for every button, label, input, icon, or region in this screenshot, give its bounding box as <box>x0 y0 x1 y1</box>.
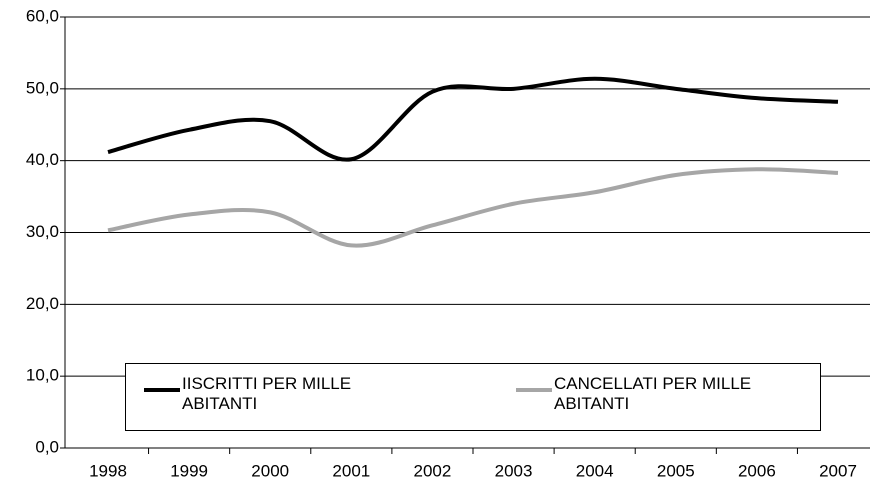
legend-swatch <box>144 388 180 392</box>
series-line <box>107 167 839 248</box>
x-tick-label: 2004 <box>576 461 614 480</box>
x-tick-label: 1999 <box>170 461 208 480</box>
series-line <box>107 76 839 162</box>
y-tick-label: 20,0 <box>26 294 59 313</box>
x-tick-label: 2002 <box>414 461 452 480</box>
x-tick-label: 2005 <box>657 461 695 480</box>
y-tick-label: 40,0 <box>26 150 59 169</box>
x-tick-label: 2007 <box>819 461 857 480</box>
legend-label: CANCELLATI PER MILLE ABITANTI <box>554 374 752 413</box>
x-tick-label: 2000 <box>251 461 289 480</box>
x-tick-label: 2006 <box>738 461 776 480</box>
y-tick-label: 60,0 <box>26 6 59 25</box>
y-tick-label: 10,0 <box>26 366 59 385</box>
x-tick-label: 2001 <box>332 461 370 480</box>
y-tick-label: 50,0 <box>26 78 59 97</box>
x-tick-label: 2003 <box>495 461 533 480</box>
legend-swatch <box>516 388 552 392</box>
y-tick-label: 30,0 <box>26 222 59 241</box>
legend-label: IISCRITTI PER MILLE ABITANTI <box>182 374 352 413</box>
y-tick-label: 0,0 <box>35 437 59 456</box>
legend: IISCRITTI PER MILLE ABITANTI CANCELLATI P… <box>125 363 821 431</box>
x-tick-label: 1998 <box>89 461 127 480</box>
